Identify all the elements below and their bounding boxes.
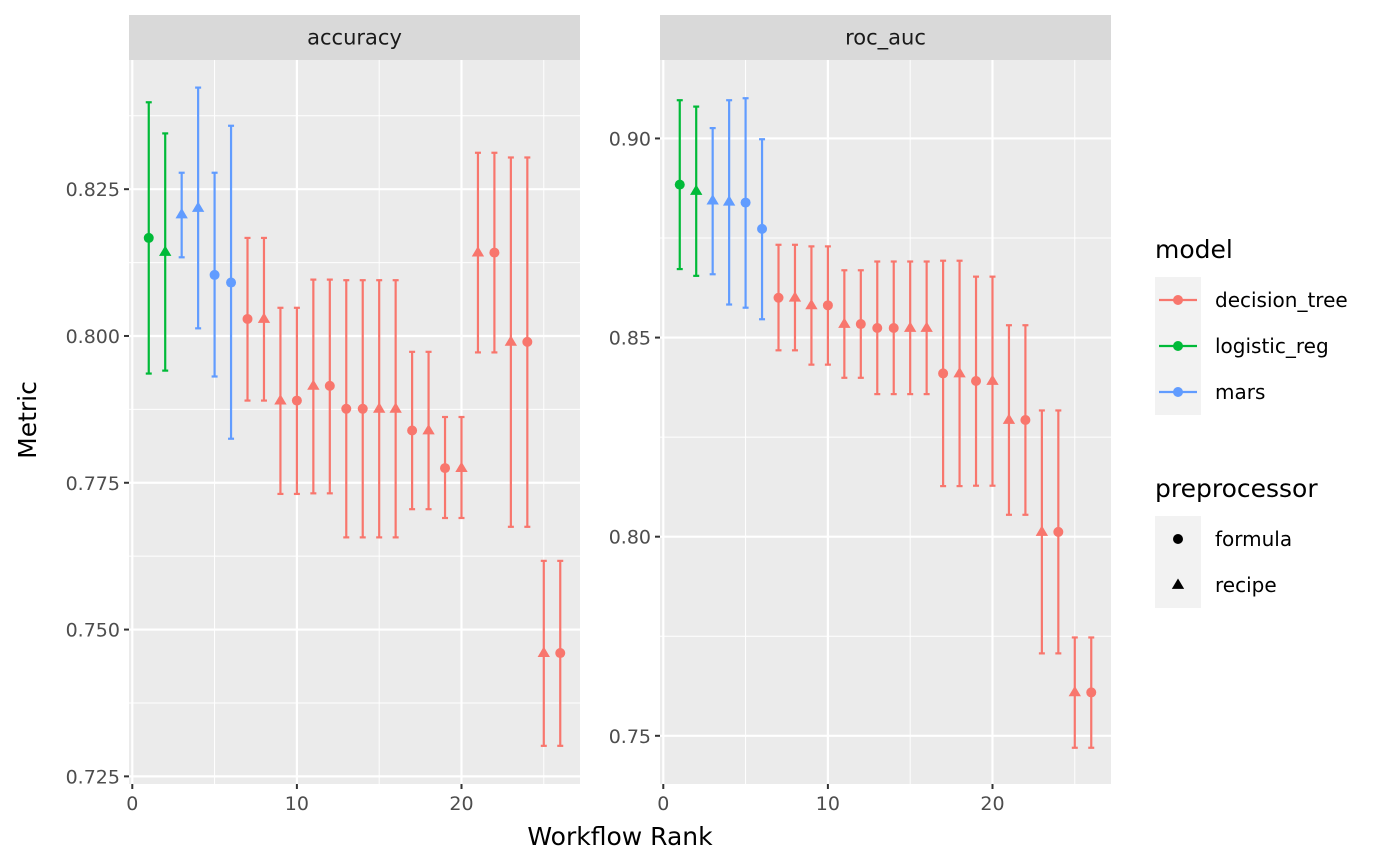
x-axis-title: Workflow Rank bbox=[527, 822, 713, 851]
legend-label: mars bbox=[1215, 380, 1265, 404]
y-tick-label: 0.75 bbox=[609, 726, 651, 748]
point-recipe bbox=[953, 366, 966, 378]
point-recipe bbox=[986, 374, 999, 385]
point-formula bbox=[888, 323, 899, 334]
point-formula bbox=[971, 375, 982, 386]
y-tick-label: 0.85 bbox=[609, 328, 651, 350]
legend-key-triangle bbox=[1171, 578, 1185, 589]
point-recipe bbox=[920, 321, 933, 332]
point-formula bbox=[489, 247, 500, 258]
point-formula bbox=[773, 292, 784, 303]
legend-key-circle bbox=[1173, 341, 1183, 351]
legend-key-circle bbox=[1173, 387, 1183, 397]
point-formula bbox=[440, 463, 451, 474]
point-recipe bbox=[904, 321, 917, 332]
point-formula bbox=[226, 277, 237, 288]
point-recipe bbox=[690, 184, 703, 195]
point-formula bbox=[855, 319, 866, 330]
legend-preprocessor: preprocessor formula recipe bbox=[1155, 474, 1318, 608]
panel-accuracy: accuracy 0.725 0.750 0.775 0.800 0.825 0 10 20 bbox=[66, 15, 580, 815]
y-tick-label: 0.80 bbox=[609, 527, 651, 549]
point-recipe bbox=[1035, 525, 1049, 536]
point-formula bbox=[872, 323, 883, 334]
point-recipe bbox=[805, 298, 818, 310]
legend-label: recipe bbox=[1215, 573, 1277, 597]
point-recipe bbox=[274, 394, 287, 405]
point-formula bbox=[1086, 687, 1097, 698]
y-tick-label: 0.90 bbox=[609, 128, 651, 150]
point-formula bbox=[357, 403, 368, 414]
panel-roc_auc: roc_auc 0.75 0.80 0.85 0.90 0 10 20 bbox=[609, 15, 1111, 815]
point-formula bbox=[324, 380, 335, 391]
legend-title: preprocessor bbox=[1155, 474, 1318, 503]
point-recipe bbox=[373, 402, 386, 413]
point-formula bbox=[674, 179, 685, 190]
point-formula bbox=[341, 403, 352, 414]
point-formula bbox=[242, 313, 253, 324]
y-axis-title: Metric bbox=[13, 381, 42, 459]
y-tick-label: 0.825 bbox=[66, 179, 120, 201]
strip-label: accuracy bbox=[307, 26, 402, 50]
point-recipe bbox=[307, 379, 320, 390]
strip-label: roc_auc bbox=[845, 26, 926, 51]
legend-label: logistic_reg bbox=[1215, 334, 1329, 358]
y-tick-label: 0.750 bbox=[66, 620, 120, 642]
point-recipe bbox=[191, 201, 205, 212]
point-formula bbox=[143, 232, 154, 243]
x-tick-label: 10 bbox=[816, 793, 840, 815]
point-formula bbox=[1053, 526, 1064, 537]
point-formula bbox=[555, 648, 566, 659]
point-recipe bbox=[471, 246, 485, 257]
point-recipe bbox=[159, 245, 172, 256]
point-recipe bbox=[722, 195, 736, 206]
point-recipe bbox=[389, 402, 402, 413]
point-formula bbox=[291, 395, 302, 406]
panel-background bbox=[660, 60, 1111, 784]
legend-label: decision_tree bbox=[1215, 288, 1348, 312]
point-formula bbox=[522, 336, 533, 347]
point-recipe bbox=[838, 317, 851, 328]
y-tick-label: 0.800 bbox=[66, 326, 120, 348]
y-tick-label: 0.775 bbox=[66, 473, 120, 495]
legend-key-circle bbox=[1173, 295, 1183, 305]
point-recipe bbox=[422, 424, 435, 435]
x-tick-label: 20 bbox=[980, 793, 1004, 815]
x-tick-label: 10 bbox=[285, 793, 309, 815]
point-formula bbox=[740, 197, 751, 208]
point-recipe bbox=[455, 461, 468, 472]
y-tick-label: 0.725 bbox=[66, 766, 120, 788]
x-tick-label: 20 bbox=[449, 793, 473, 815]
point-formula bbox=[407, 425, 418, 436]
point-formula bbox=[757, 223, 768, 234]
x-tick-label: 0 bbox=[126, 793, 138, 815]
panel-background bbox=[129, 60, 580, 784]
strip-background bbox=[660, 15, 1111, 60]
legend-label: formula bbox=[1215, 527, 1292, 551]
point-recipe bbox=[706, 194, 719, 205]
legend-title: model bbox=[1155, 235, 1233, 264]
x-tick-label: 0 bbox=[657, 793, 669, 815]
point-formula bbox=[209, 269, 220, 280]
point-recipe bbox=[1068, 685, 1081, 697]
point-formula bbox=[1020, 415, 1031, 426]
point-recipe bbox=[788, 291, 802, 302]
point-recipe bbox=[257, 312, 271, 323]
point-formula bbox=[822, 300, 833, 311]
point-formula bbox=[938, 368, 949, 379]
strip-background bbox=[129, 15, 580, 60]
point-recipe bbox=[504, 335, 518, 346]
point-recipe bbox=[175, 207, 188, 219]
point-recipe bbox=[537, 646, 550, 657]
point-recipe bbox=[1002, 413, 1016, 424]
legend-key-circle bbox=[1173, 534, 1183, 544]
